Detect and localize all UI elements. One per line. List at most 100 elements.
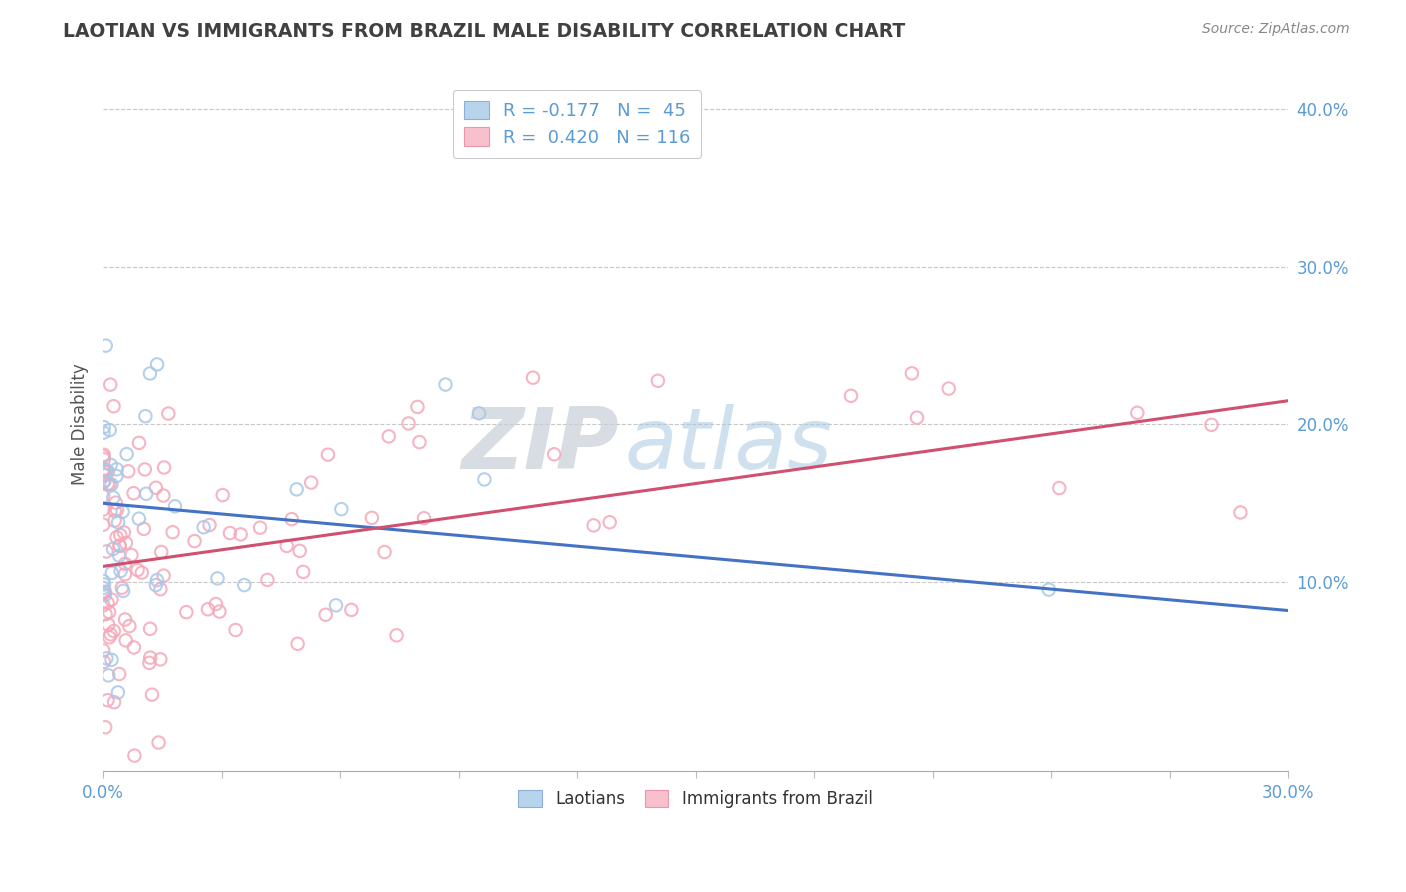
Point bbox=[114, 557, 136, 571]
Point bbox=[249, 521, 271, 535]
Point bbox=[135, 487, 157, 501]
Point bbox=[118, 619, 141, 633]
Point bbox=[131, 566, 153, 580]
Point bbox=[408, 435, 430, 450]
Point bbox=[176, 605, 198, 619]
Point bbox=[146, 573, 169, 587]
Point bbox=[839, 389, 862, 403]
Point bbox=[1126, 406, 1149, 420]
Point bbox=[100, 592, 122, 607]
Point bbox=[434, 377, 457, 392]
Point bbox=[101, 566, 124, 580]
Point bbox=[288, 544, 311, 558]
Point bbox=[96, 463, 118, 477]
Point bbox=[94, 338, 117, 352]
Point bbox=[93, 475, 115, 490]
Point bbox=[120, 548, 142, 562]
Point bbox=[193, 520, 215, 534]
Point bbox=[91, 489, 114, 503]
Point bbox=[901, 367, 924, 381]
Point bbox=[94, 468, 117, 483]
Point bbox=[398, 417, 420, 431]
Point bbox=[96, 693, 118, 707]
Point bbox=[406, 400, 429, 414]
Point bbox=[108, 539, 131, 553]
Point bbox=[91, 502, 114, 516]
Point bbox=[107, 516, 129, 530]
Point bbox=[281, 512, 304, 526]
Point bbox=[128, 512, 150, 526]
Point bbox=[474, 472, 496, 486]
Point bbox=[114, 536, 136, 550]
Point bbox=[377, 429, 399, 443]
Point bbox=[276, 539, 298, 553]
Point bbox=[93, 452, 115, 467]
Point bbox=[122, 486, 145, 500]
Point bbox=[103, 624, 125, 638]
Point bbox=[150, 545, 173, 559]
Point bbox=[134, 462, 156, 476]
Point bbox=[413, 511, 436, 525]
Point bbox=[108, 667, 131, 681]
Point bbox=[111, 581, 134, 595]
Point bbox=[1038, 582, 1060, 597]
Point bbox=[1047, 481, 1070, 495]
Point bbox=[104, 504, 127, 518]
Text: LAOTIAN VS IMMIGRANTS FROM BRAZIL MALE DISABILITY CORRELATION CHART: LAOTIAN VS IMMIGRANTS FROM BRAZIL MALE D… bbox=[63, 22, 905, 41]
Point bbox=[103, 695, 125, 709]
Point bbox=[97, 668, 120, 682]
Point bbox=[105, 530, 128, 544]
Point bbox=[374, 545, 396, 559]
Point bbox=[219, 526, 242, 541]
Point bbox=[198, 518, 221, 533]
Point bbox=[139, 367, 162, 381]
Text: ZIP: ZIP bbox=[461, 404, 619, 487]
Point bbox=[115, 447, 138, 461]
Point bbox=[93, 448, 115, 462]
Point bbox=[104, 514, 127, 528]
Text: Source: ZipAtlas.com: Source: ZipAtlas.com bbox=[1202, 22, 1350, 37]
Point bbox=[97, 617, 120, 632]
Point bbox=[101, 541, 124, 556]
Point bbox=[98, 631, 121, 645]
Point bbox=[100, 477, 122, 491]
Point bbox=[94, 588, 117, 602]
Point bbox=[128, 435, 150, 450]
Point bbox=[522, 370, 544, 384]
Point bbox=[183, 534, 205, 549]
Point bbox=[938, 382, 960, 396]
Point bbox=[110, 564, 132, 578]
Point bbox=[91, 574, 114, 588]
Point bbox=[211, 488, 233, 502]
Point bbox=[207, 571, 229, 585]
Point bbox=[91, 581, 114, 595]
Point bbox=[1201, 417, 1223, 432]
Point bbox=[162, 525, 184, 540]
Point bbox=[103, 491, 125, 505]
Point bbox=[91, 517, 114, 532]
Point bbox=[94, 720, 117, 734]
Point bbox=[340, 603, 363, 617]
Point bbox=[108, 539, 131, 553]
Point bbox=[325, 599, 347, 613]
Point bbox=[91, 599, 114, 613]
Point bbox=[104, 495, 127, 509]
Point bbox=[110, 528, 132, 542]
Point bbox=[146, 358, 169, 372]
Point bbox=[100, 627, 122, 641]
Point bbox=[197, 602, 219, 616]
Point bbox=[208, 605, 231, 619]
Point bbox=[360, 511, 382, 525]
Point bbox=[94, 584, 117, 599]
Point bbox=[152, 489, 174, 503]
Y-axis label: Male Disability: Male Disability bbox=[72, 364, 89, 485]
Point bbox=[330, 502, 353, 516]
Point bbox=[647, 374, 669, 388]
Point bbox=[543, 447, 565, 461]
Point bbox=[599, 515, 621, 529]
Point bbox=[132, 522, 155, 536]
Point bbox=[98, 605, 121, 619]
Point bbox=[285, 483, 308, 497]
Point bbox=[97, 465, 120, 479]
Point bbox=[153, 460, 176, 475]
